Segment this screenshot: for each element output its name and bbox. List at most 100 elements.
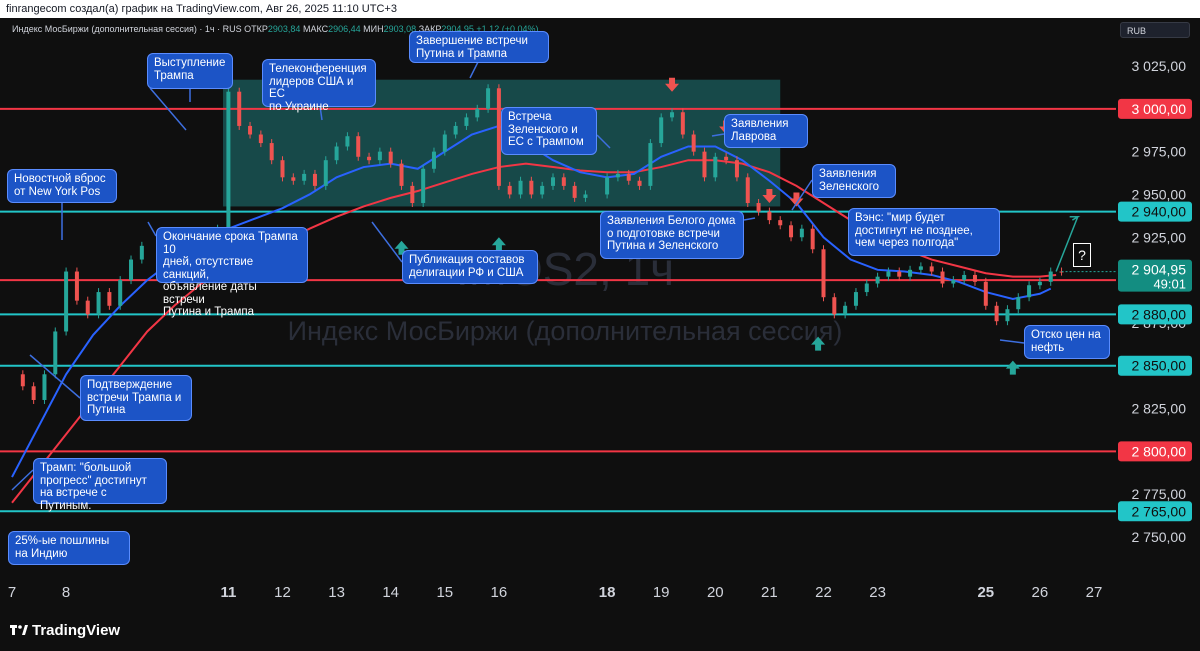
high-value: 2906,44: [328, 24, 361, 34]
attribution-bar: finrangecom создал(а) график на TradingV…: [0, 0, 1200, 18]
candle: [421, 168, 426, 204]
callout-pointer: [743, 217, 756, 221]
candle: [897, 271, 902, 277]
callout-pointer: [791, 179, 813, 211]
candle: [258, 134, 263, 144]
close-value: 2904,95 +1,12 (+0,04%): [441, 24, 539, 34]
candle: [453, 125, 458, 135]
candle: [107, 292, 112, 306]
level-price-tag: 2 880,00: [1118, 304, 1192, 325]
candle: [789, 225, 794, 238]
candle: [886, 271, 891, 277]
annotation-zelensky-eu-trump[interactable]: Встреча Зеленского и ЕС с Трампом: [501, 107, 597, 155]
y-tick-label: 2 925,00: [1132, 229, 1187, 245]
candle: [442, 134, 447, 152]
candle: [74, 271, 79, 301]
x-tick-label: 7: [8, 584, 16, 601]
x-tick-label: 12: [274, 584, 291, 601]
x-tick-label: 23: [869, 584, 886, 601]
candle: [929, 266, 934, 272]
candle: [399, 163, 404, 186]
annotation-lavrov[interactable]: Заявления Лаврова: [724, 114, 808, 148]
candle: [291, 177, 296, 181]
annotation-nyp[interactable]: Новостной вброс от New York Pos: [7, 169, 117, 203]
candle: [648, 143, 653, 186]
x-tick-label: 15: [436, 584, 453, 601]
callout-pointer: [29, 354, 81, 399]
signal-up-icon: [1005, 360, 1020, 375]
brand-logo: TradingView: [10, 622, 120, 639]
annotation-whitehouse[interactable]: Заявления Белого дома о подготовке встре…: [600, 211, 744, 259]
candle: [345, 136, 350, 147]
candle: [810, 228, 815, 250]
high-label: МАКС: [302, 24, 329, 34]
candle: [85, 300, 90, 315]
annotation-summit-end[interactable]: Завершение встречи Путина и Трампа: [409, 31, 549, 63]
candle: [940, 271, 945, 284]
x-tick-label: 25: [977, 584, 994, 601]
annotation-delegations[interactable]: Публикация составов делигации РФ и США: [402, 250, 538, 284]
annotation-vance[interactable]: Вэнс: "мир будет достигнут не позднее, ч…: [848, 208, 1000, 256]
annotation-oil[interactable]: Отско цен на нефть: [1024, 325, 1110, 359]
x-tick-label: 21: [761, 584, 778, 601]
annotation-deadline[interactable]: Окончание срока Трампа 10 дней, отсутств…: [156, 227, 308, 318]
annotation-zelensky[interactable]: Заявления Зеленского: [812, 164, 896, 198]
candle: [31, 386, 36, 400]
candle: [64, 271, 69, 332]
candle: [605, 177, 610, 195]
annotation-confirm[interactable]: Подтверждение встречи Трампа и Путина: [80, 375, 192, 421]
candle: [540, 185, 545, 195]
annotation-speech-trump[interactable]: Выступление Трампа: [147, 53, 233, 89]
level-price-tag-box: [1118, 501, 1192, 522]
callout-pointer: [596, 134, 611, 149]
level-price-tag-box: [1118, 355, 1192, 376]
candle: [496, 88, 501, 186]
candle: [583, 194, 588, 198]
candle: [248, 125, 253, 135]
candle: [1048, 271, 1053, 282]
candle: [551, 177, 555, 186]
candle: [334, 146, 339, 161]
annotation-tariffs[interactable]: 25%-ые пошлины на Индию: [8, 531, 130, 565]
candle: [388, 151, 393, 164]
candle: [670, 112, 675, 118]
annotation-teleconference[interactable]: Телеконференция лидеров США и ЕС по Укра…: [262, 59, 376, 113]
signal-up-icon: [811, 336, 826, 351]
candle: [821, 249, 826, 298]
callout-pointer: [319, 105, 323, 121]
signal-down-icon: [789, 192, 804, 207]
x-tick-label: 20: [707, 584, 724, 601]
signal-down-icon: [762, 189, 777, 204]
currency-selector[interactable]: RUB: [1120, 22, 1190, 38]
level-price-tag: 2 765,00: [1118, 501, 1192, 522]
y-tick-label: 2 975,00: [1132, 144, 1187, 160]
annotation-progress[interactable]: Трамп: "большой прогресс" достигнут на в…: [33, 458, 167, 512]
candle: [507, 185, 512, 195]
open-value: 2903,84: [267, 24, 301, 34]
candle: [20, 374, 25, 387]
candle: [767, 211, 772, 221]
last-price-label: 2 904,95: [1132, 262, 1187, 278]
level-price-tag: 2 850,00: [1118, 355, 1192, 376]
candle: [377, 151, 382, 161]
candle: [908, 269, 913, 277]
close-label: ЗАКР: [418, 24, 442, 34]
callout-pointer: [999, 339, 1025, 344]
x-tick-label: 26: [1032, 584, 1049, 601]
low-label: МИН: [363, 24, 384, 34]
callout-pointer: [147, 221, 157, 237]
level-price-tag-label: 2 940,00: [1132, 204, 1187, 220]
callout-pointer: [149, 87, 187, 131]
level-price-tag-box: [1118, 98, 1192, 119]
candle: [745, 177, 750, 204]
x-tick-label: 16: [491, 584, 508, 601]
candle: [1016, 297, 1021, 310]
y-tick-label: 2 750,00: [1132, 529, 1187, 545]
candle: [323, 160, 328, 186]
candle: [843, 305, 848, 315]
y-tick-label: 2 775,00: [1132, 486, 1187, 502]
level-price-tag-label: 2 765,00: [1132, 503, 1187, 519]
candle: [486, 88, 491, 109]
x-tick-label: 8: [62, 584, 70, 601]
watermark-name: Индекс МосБиржи (дополнительная сессия): [288, 316, 843, 346]
